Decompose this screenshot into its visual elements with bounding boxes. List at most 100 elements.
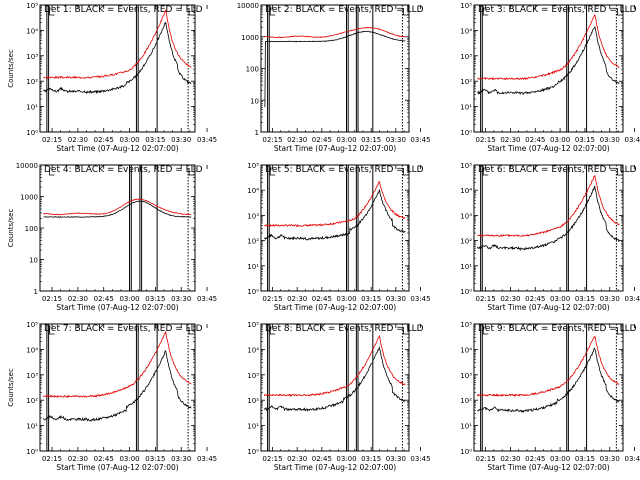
x-tick-label: 03:15 [145,136,165,144]
x-tick-label: 03:30 [171,295,191,303]
x-axis-label: Start Time (07-Aug-12 02:07:00) [274,144,396,153]
y-tick-label: 10¹ [460,423,472,431]
x-tick-label: 02:45 [94,295,114,303]
interval-marker [616,8,623,16]
series-events-line [476,185,620,252]
y-tick-label: 10⁵ [460,162,472,170]
x-tick-label: 02:30 [68,136,88,144]
plot-frame [260,323,410,452]
x-tick-label: 03:15 [361,136,381,144]
x-axis-label: Start Time (07-Aug-12 02:07:00) [487,463,609,472]
chart-title: Det 2: BLACK = Events, RED = LLD [265,5,424,15]
x-tick-label: 02:30 [500,295,520,303]
chart-title: Det 5: BLACK = Events, RED = LLD [265,165,424,175]
x-tick-label: 03:00 [336,136,356,144]
plot-frame [473,323,624,452]
x-axis-label: Start Time (07-Aug-12 02:07:00) [274,463,396,472]
y-tick-label: 10³ [26,53,38,61]
interval-marker [49,168,55,176]
x-axis-label: Start Time (07-Aug-12 02:07:00) [56,303,178,312]
y-axis-label: Counts/sec [7,368,15,407]
series-events-line [43,350,192,422]
x-tick-label: 03:45 [197,136,217,144]
series-lld-line [43,9,192,80]
series-events-line [477,26,620,96]
y-axis-label: Counts/sec [7,209,15,248]
x-tick-label: 02:15 [475,455,495,463]
x-tick-label: 03:00 [550,295,570,303]
y-tick-label: 10⁴ [460,187,472,195]
series-lld-line [477,175,620,237]
y-tick-label: 100 [246,66,259,74]
x-tick-label: 02:15 [262,136,282,144]
y-tick-label: 10⁰ [460,448,472,456]
x-tick-label: 02:45 [525,136,545,144]
chart-panel-7: Det 7: BLACK = Events, RED = LLD Counts/s… [7,321,217,472]
y-tick-label: 10¹ [26,104,38,112]
y-tick-label: 10000 [237,2,259,10]
interval-marker [482,8,489,16]
chart-title: Det 8: BLACK = Events, RED = LLD [265,324,424,334]
x-tick-label: 03:15 [575,455,595,463]
x-tick-label: 03:00 [119,136,139,144]
x-tick-label: 03:00 [550,136,570,144]
y-tick-label: 10⁴ [247,346,259,354]
x-tick-label: 03:45 [410,136,430,144]
x-tick-label: 03:45 [197,455,217,463]
x-tick-label: 03:45 [624,455,640,463]
y-tick-label: 10¹ [247,423,259,431]
chart-panel-1: Det 1: BLACK = Events, RED = LLD Counts/s… [7,2,217,153]
interval-marker [616,168,623,176]
x-tick-label: 02:45 [312,455,332,463]
y-tick-label: 10 [250,97,259,105]
y-tick-label: 10⁵ [247,321,259,329]
x-tick-label: 03:45 [197,295,217,303]
x-axis-label: Start Time (07-Aug-12 02:07:00) [274,303,396,312]
interval-marker [482,327,489,335]
x-tick-label: 02:15 [42,295,62,303]
x-tick-label: 03:00 [550,455,570,463]
y-tick-label: 10⁵ [460,321,472,329]
x-tick-label: 02:15 [262,295,282,303]
interval-marker [482,168,489,176]
chart-title: Det 4: BLACK = Events, RED = LLD [44,165,203,175]
x-tick-label: 03:45 [410,295,430,303]
x-tick-label: 02:45 [312,136,332,144]
y-tick-label: 100 [25,225,38,233]
x-tick-label: 03:30 [386,295,406,303]
y-tick-label: 10¹ [460,104,472,112]
chart-panel-5: Det 5: BLACK = Events, RED = LLD 10⁰ 10¹ 10… [247,162,430,312]
x-tick-label: 03:30 [171,455,191,463]
y-tick-label: 10⁵ [247,162,259,170]
x-axis-label: Start Time (07-Aug-12 02:07:00) [56,463,178,472]
y-tick-label: 10² [26,397,38,405]
x-tick-label: 02:15 [475,295,495,303]
y-tick-label: 10⁰ [460,288,472,296]
y-tick-label: 10⁰ [247,448,259,456]
x-tick-label: 03:15 [361,295,381,303]
plot-frame [473,164,624,292]
x-tick-label: 02:15 [42,136,62,144]
series-lld-line [43,331,192,399]
chart-panel-8: Det 8: BLACK = Events, RED = LLD 10⁰ 10¹ 10… [247,321,430,472]
chart-title: Det 7: BLACK = Events, RED = LLD [44,324,203,334]
chart-panel-4: Det 4: BLACK = Events, RED = LLD Counts/s… [7,162,217,312]
series-events-line [263,346,406,412]
y-tick-label: 10000 [16,162,38,170]
x-tick-label: 02:30 [287,136,307,144]
y-tick-label: 10⁰ [460,129,472,137]
interval-marker [403,168,409,176]
y-tick-label: 10 [29,257,38,265]
series-lld-line [43,198,192,216]
x-tick-label: 02:30 [68,295,88,303]
x-tick-label: 02:45 [94,455,114,463]
x-tick-label: 02:30 [287,455,307,463]
y-tick-label: 10⁰ [26,129,38,137]
y-axis-label: Counts/sec [7,49,15,88]
chart-title: Det 9: BLACK = Events, RED = LLD [478,324,637,334]
chart-title: Det 1: BLACK = Events, RED = LLD [44,5,203,15]
y-tick-label: 10¹ [247,263,259,271]
interval-marker [49,8,55,16]
plot-frame [39,4,196,133]
